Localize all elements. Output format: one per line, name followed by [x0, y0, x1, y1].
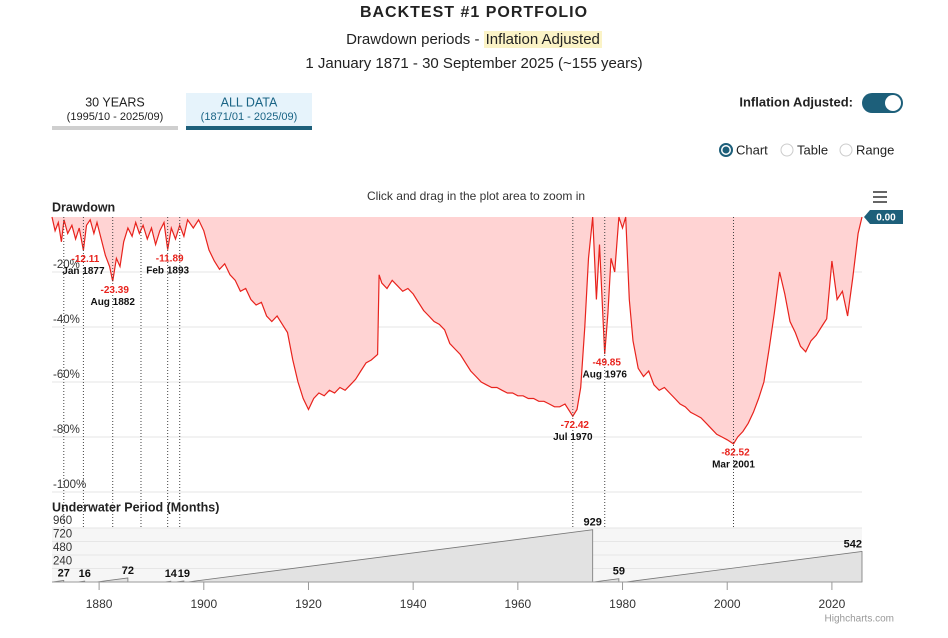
annotation-date: Jan 1877 — [62, 266, 105, 277]
y-tick-label: -40% — [53, 314, 80, 326]
drawdown-line — [51, 216, 863, 445]
panel-title: Underwater Period (Months) — [52, 500, 219, 514]
annotation-value: -72.42 — [561, 420, 590, 431]
annotation-value: -23.39 — [101, 285, 130, 296]
subtitle-text: Drawdown periods - — [346, 31, 484, 48]
x-tick-label: 2020 — [819, 597, 846, 611]
tab-bg[interactable] — [186, 93, 312, 126]
x-tick-label: 1880 — [86, 597, 113, 611]
x-tick-label: 2000 — [714, 597, 741, 611]
y-tick-label: 720 — [53, 529, 72, 541]
y-tick-label: -20% — [53, 259, 80, 271]
radio-label: Range — [856, 142, 894, 157]
view-radio[interactable]: Chart — [719, 142, 768, 157]
period: 1 January 1871 - 30 September 2025 (~155… — [305, 55, 643, 72]
y-tick-label: 960 — [53, 515, 72, 527]
annotation-date: Aug 1882 — [90, 297, 135, 308]
x-tick-label: 1940 — [400, 597, 427, 611]
x-tick-label: 1980 — [609, 597, 636, 611]
period-label: 929 — [584, 517, 602, 529]
last-value-label: 0.00 — [876, 213, 896, 224]
toggle[interactable] — [862, 93, 903, 113]
toggle-label: Inflation Adjusted: — [739, 94, 853, 109]
tab-underline — [52, 126, 178, 130]
annotation-value: -11.89 — [156, 253, 184, 264]
annotation-date: Mar 2001 — [712, 460, 755, 471]
panel-title: Drawdown — [52, 200, 115, 214]
menu-button[interactable] — [870, 188, 890, 206]
radio-ring[interactable] — [839, 143, 853, 157]
view-radio[interactable]: Table — [780, 142, 828, 157]
y-tick-label: -60% — [53, 369, 80, 381]
subtitle: Drawdown periods - Inflation Adjusted — [0, 31, 948, 48]
annotation-date: Feb 1893 — [146, 265, 189, 276]
annotation-value: -49.85 — [593, 358, 622, 369]
period-label: 59 — [613, 566, 625, 578]
period-label: 14 — [165, 568, 178, 580]
tab-label: ALL DATA — [221, 95, 278, 109]
tab[interactable]: ALL DATA (1871/01 - 2025/09) — [186, 93, 312, 130]
y-tick-label: 240 — [53, 556, 72, 568]
y-tick-label: -100% — [53, 479, 86, 491]
y-tick-label: 480 — [53, 542, 72, 554]
radio-dot — [722, 146, 730, 154]
radio-label: Chart — [736, 142, 768, 157]
y-tick-label: -80% — [53, 424, 80, 436]
tab[interactable]: 30 YEARS (1995/10 - 2025/09) — [52, 95, 178, 130]
period-label: 16 — [79, 568, 91, 580]
tab-range: (1871/01 - 2025/09) — [201, 111, 298, 123]
annotation-value: -12.11 — [71, 254, 99, 265]
period-label: 72 — [122, 565, 134, 577]
tab-range: (1995/10 - 2025/09) — [67, 111, 164, 123]
annotation-value: -82.52 — [721, 448, 750, 459]
subtitle-highlight: Inflation Adjusted — [483, 31, 602, 48]
toggle-knob — [885, 95, 901, 111]
annotation-date: Aug 1976 — [583, 370, 628, 381]
x-tick-label: 1960 — [504, 597, 531, 611]
credits: Highcharts.com — [825, 614, 894, 625]
x-tick-label: 1920 — [295, 597, 322, 611]
period-label: 27 — [58, 567, 70, 579]
annotation-date: Jul 1970 — [553, 432, 593, 443]
period-label: 19 — [178, 568, 190, 580]
last-value-badge — [864, 210, 903, 224]
tab-label: 30 YEARS — [85, 95, 145, 109]
title: BACKTEST #1 PORTFOLIO — [359, 4, 589, 21]
tab-underline — [186, 126, 312, 130]
radio-ring[interactable] — [780, 143, 794, 157]
zoom-hint: Click and drag in the plot area to zoom … — [367, 189, 585, 203]
drawdown-area — [52, 217, 862, 444]
radio-label: Table — [797, 142, 828, 157]
period-label: 542 — [844, 538, 862, 550]
view-radio[interactable]: Range — [839, 142, 894, 157]
x-tick-label: 1900 — [190, 597, 217, 611]
